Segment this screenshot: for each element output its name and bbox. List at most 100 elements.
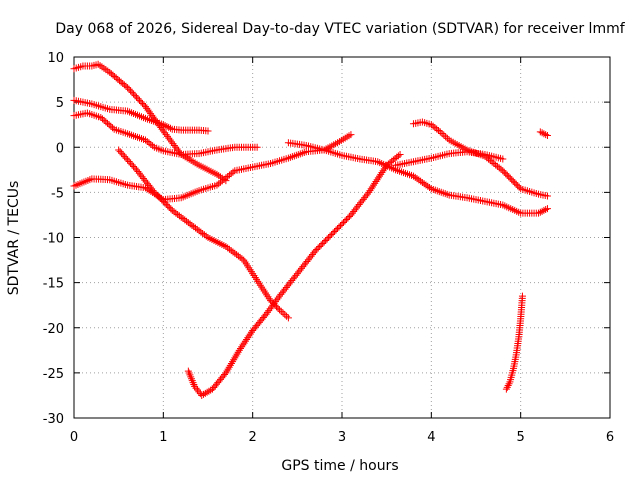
data-point [488,158,496,166]
data-point [147,140,155,148]
data-point [130,90,138,98]
data-point [213,181,221,189]
data-point [241,337,249,345]
data-point [98,115,106,123]
data-point [158,125,166,133]
data-point [191,382,199,390]
data-point [215,180,223,188]
data-point [317,241,325,249]
data-point [313,246,321,254]
data-point [236,345,244,353]
data-point [227,247,235,255]
data-point [505,173,513,181]
data-point [377,170,385,178]
data-point [159,121,167,129]
x-tick-label: 4 [427,430,435,445]
data-point [229,168,237,176]
data-point [122,154,130,162]
data-point [244,334,252,342]
y-tick-label: -20 [43,322,64,337]
data-point [409,172,417,180]
data-point [505,380,513,388]
data-point [195,227,203,235]
series-arc-2 [70,96,212,135]
series-arc-7 [284,131,355,154]
series-arc-5 [115,146,292,322]
data-point [497,165,505,173]
data-point [166,136,174,144]
data-point [509,177,517,185]
data-point [121,153,129,161]
data-point [269,301,277,309]
data-point [503,171,511,179]
data-point [443,134,451,142]
data-point [518,292,526,300]
data-point [149,187,157,195]
data-point [334,224,342,232]
x-tick-label: 3 [338,430,346,445]
data-point [418,178,426,186]
data-point [420,180,428,188]
data-point [373,176,381,184]
data-point [245,332,253,340]
data-point [115,146,123,154]
data-point [263,308,271,316]
data-point [331,227,339,235]
series-arc-1 [70,60,230,185]
data-point [262,310,270,318]
data-point [143,137,151,145]
data-point [323,235,331,243]
data-point [161,122,169,130]
data-point [102,118,110,126]
data-point [322,237,330,245]
y-tick-label: -5 [51,186,64,201]
data-point [279,309,287,317]
data-point [243,335,251,343]
data-point [253,143,261,151]
data-point [225,245,233,253]
grid-lines [74,57,610,418]
data-point [339,218,347,226]
data-point [155,193,163,201]
data-point [181,216,189,224]
data-point [128,161,136,169]
data-point [100,116,108,124]
data-point [440,131,448,139]
data-point [133,93,141,101]
data-point [131,92,139,100]
data-point [438,130,446,138]
data-point [543,192,551,200]
data-point [162,200,170,208]
data-point [233,251,241,259]
x-tick-label: 5 [517,430,525,445]
data-point [127,159,135,167]
data-point [311,247,319,255]
data-point [128,88,136,96]
data-point [124,84,132,92]
data-point [342,215,350,223]
data-point [221,371,229,378]
data-point [238,343,246,351]
data-point [150,188,158,196]
data-point [341,217,349,225]
data-point [381,163,389,171]
data-point [197,228,205,236]
data-point [119,151,127,159]
data-point [504,382,512,390]
data-point [543,132,551,140]
data-point [131,164,139,172]
data-point [200,390,208,398]
data-point [372,178,380,186]
data-point [434,126,442,134]
data-point [224,172,232,180]
data-point [267,297,275,305]
data-point [540,130,548,138]
data-point [273,296,281,304]
data-point [374,174,382,182]
data-point [170,141,178,149]
data-point [329,229,337,237]
data-point [376,172,384,180]
y-tick-label: 0 [56,141,64,156]
